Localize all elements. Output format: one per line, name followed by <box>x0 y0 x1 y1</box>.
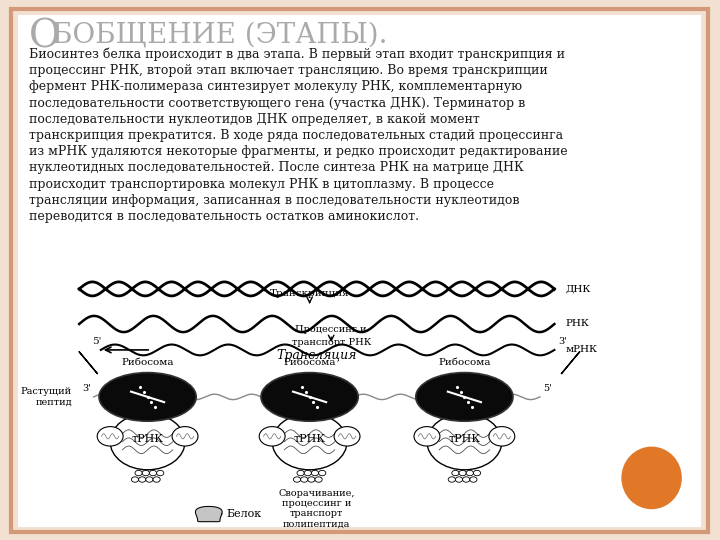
Text: транспорт РНК: транспорт РНК <box>292 338 371 347</box>
Circle shape <box>137 402 158 418</box>
Text: 3': 3' <box>558 336 567 346</box>
Text: Транскрипция: Транскрипция <box>270 289 349 298</box>
Text: Рибосома: Рибосома <box>122 358 174 367</box>
Text: РНК: РНК <box>565 320 589 328</box>
Circle shape <box>414 427 440 446</box>
Circle shape <box>467 470 474 476</box>
Text: Растущий
пептид: Растущий пептид <box>21 387 72 407</box>
Text: ДНК: ДНК <box>565 285 590 293</box>
Circle shape <box>97 427 123 446</box>
Text: Сворачивание,
процессинг и
транспорт
полипептида: Сворачивание, процессинг и транспорт пол… <box>279 489 355 529</box>
Text: Рибосома: Рибосома <box>284 358 336 367</box>
Text: тРНК: тРНК <box>294 434 325 444</box>
Circle shape <box>456 477 463 482</box>
Circle shape <box>138 477 145 482</box>
Text: Трансляция: Трансляция <box>276 349 357 362</box>
Circle shape <box>454 402 475 418</box>
Circle shape <box>135 470 142 476</box>
Circle shape <box>142 470 150 476</box>
Circle shape <box>452 470 459 476</box>
Text: 3': 3' <box>82 383 91 393</box>
Circle shape <box>318 470 325 476</box>
Text: тРНК: тРНК <box>132 434 163 444</box>
Text: Процессинг и: Процессинг и <box>295 325 367 334</box>
Circle shape <box>304 470 312 476</box>
Circle shape <box>469 477 477 482</box>
Circle shape <box>145 477 153 482</box>
Text: тРНК: тРНК <box>449 434 480 444</box>
Text: 5': 5' <box>92 336 102 346</box>
Circle shape <box>299 402 320 418</box>
Text: 5': 5' <box>543 383 552 393</box>
Ellipse shape <box>261 373 359 421</box>
Circle shape <box>311 470 319 476</box>
Text: Белок: Белок <box>227 509 262 519</box>
Circle shape <box>272 414 347 470</box>
Circle shape <box>334 427 360 446</box>
Circle shape <box>307 477 315 482</box>
Circle shape <box>315 477 323 482</box>
Text: мРНК: мРНК <box>565 346 597 354</box>
Circle shape <box>294 477 301 482</box>
Circle shape <box>132 477 139 482</box>
Text: БОБЩЕНИЕ (ЭТАПЫ).: БОБЩЕНИЕ (ЭТАПЫ). <box>52 22 387 49</box>
Circle shape <box>297 470 304 476</box>
Circle shape <box>110 414 185 470</box>
Ellipse shape <box>621 447 682 509</box>
Circle shape <box>474 470 481 476</box>
Circle shape <box>153 477 160 482</box>
FancyBboxPatch shape <box>18 15 701 526</box>
Circle shape <box>489 427 515 446</box>
Circle shape <box>259 427 285 446</box>
Circle shape <box>172 427 198 446</box>
Ellipse shape <box>416 373 513 421</box>
FancyBboxPatch shape <box>11 9 708 532</box>
Circle shape <box>157 470 163 476</box>
Circle shape <box>459 470 467 476</box>
Text: Биосинтез белка происходит в два этапа. В первый этап входит транскрипция и
проц: Биосинтез белка происходит в два этапа. … <box>29 48 567 223</box>
Ellipse shape <box>99 373 196 421</box>
Circle shape <box>462 477 470 482</box>
Polygon shape <box>195 507 222 522</box>
Circle shape <box>427 414 502 470</box>
Circle shape <box>301 477 308 482</box>
Circle shape <box>448 477 456 482</box>
Text: Рибосома: Рибосома <box>438 358 490 367</box>
Circle shape <box>150 470 157 476</box>
Text: О: О <box>29 19 60 56</box>
